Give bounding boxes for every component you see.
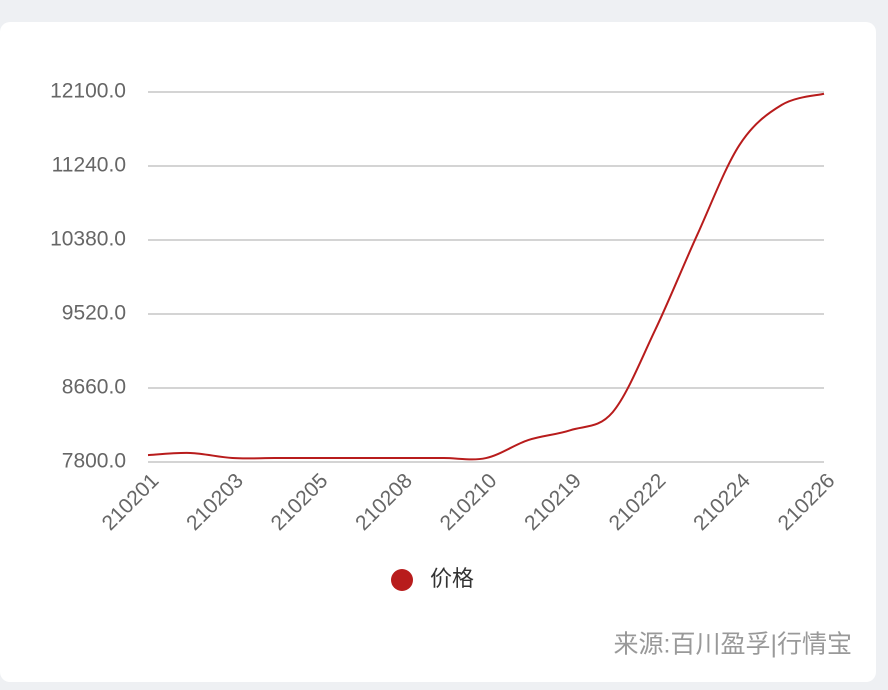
source-note: 来源:百川盈孚|行情宝 [614,631,852,659]
y-tick-label: 11240.0 [52,154,126,177]
x-tick-label: 210201 [98,469,164,535]
y-tick-label: 8660.0 [62,376,126,399]
x-tick-label: 210224 [689,469,755,535]
legend-marker [391,569,413,591]
x-tick-label: 210226 [774,469,840,535]
card [0,22,876,682]
x-tick-label: 210210 [436,469,502,535]
y-tick-label: 9520.0 [62,302,126,325]
x-tick-label: 210222 [605,469,671,535]
y-tick-label: 10380.0 [50,228,126,251]
x-tick-label: 210205 [267,469,333,535]
y-tick-label: 7800.0 [62,450,126,473]
price-line [147,92,825,461]
y-tick-label: 12100.0 [50,80,126,103]
x-tick-label: 210208 [351,469,417,535]
x-tick-label: 210219 [520,469,586,535]
x-tick-label: 210203 [182,469,248,535]
legend-label: 价格 [430,566,474,591]
